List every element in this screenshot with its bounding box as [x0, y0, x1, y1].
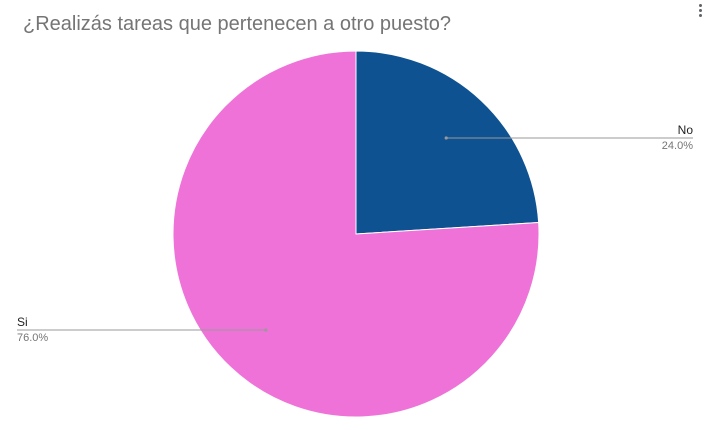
pie-labels: No 24.0% Si 76.0% [17, 123, 693, 344]
slice-percent-no: 24.0% [662, 140, 693, 152]
slice-label-no: No [678, 123, 694, 137]
pie-slice-no[interactable] [355, 50, 540, 235]
pie-slice-si[interactable] [172, 50, 540, 418]
chart-title: ¿Realizás tareas que pertenecen a otro p… [23, 13, 452, 35]
leader-dot-no [444, 136, 448, 140]
slice-percent-si: 76.0% [17, 332, 48, 344]
slice-label-si: Si [17, 315, 28, 329]
more-options-icon[interactable] [696, 2, 704, 22]
pie-slices [172, 50, 540, 418]
leader-dot-si [264, 328, 268, 332]
